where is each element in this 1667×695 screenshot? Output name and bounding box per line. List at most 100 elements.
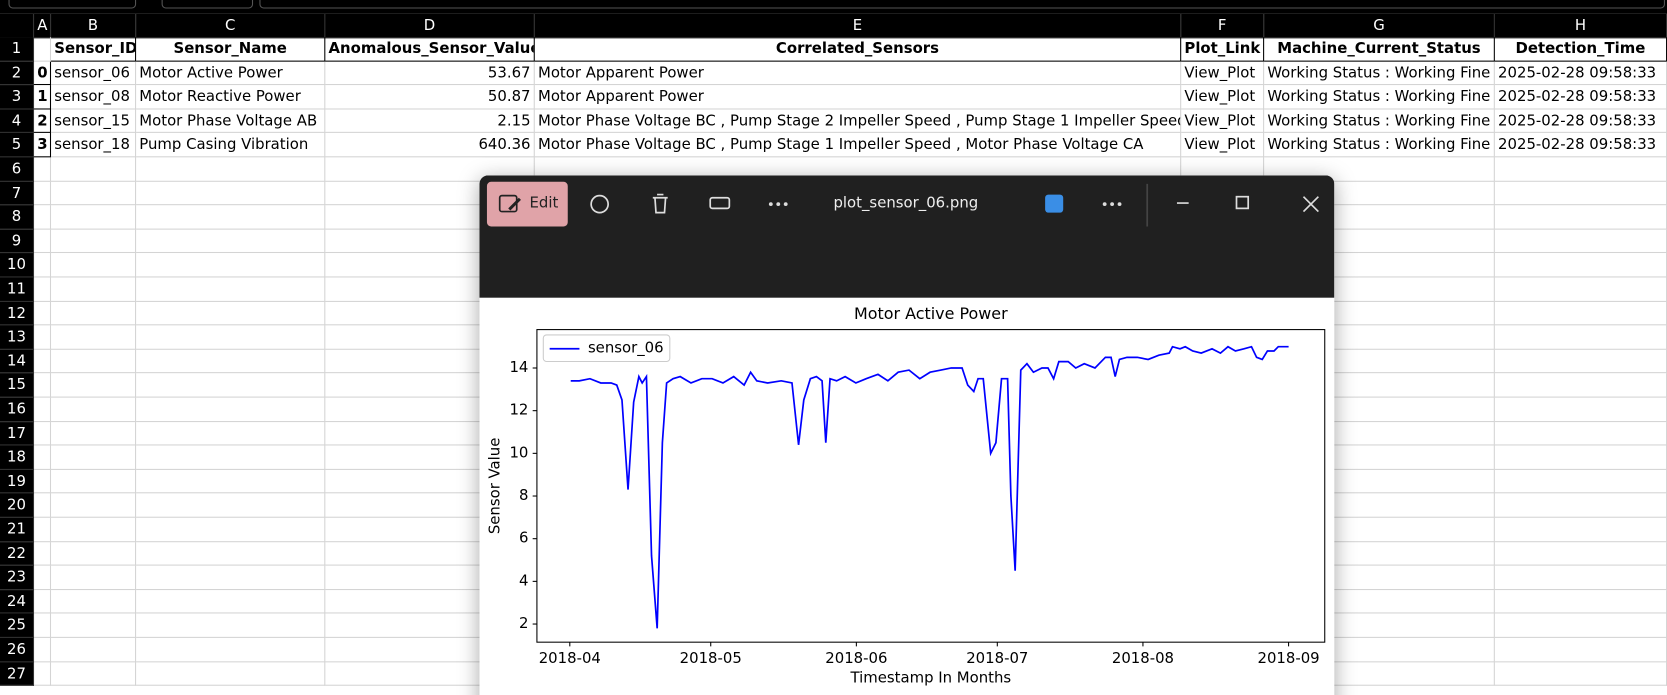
cell — [1264, 373, 1495, 398]
cell — [1494, 181, 1667, 206]
cell — [1264, 229, 1495, 254]
function-box[interactable] — [161, 0, 254, 9]
row-number: 9 — [0, 229, 35, 254]
cell — [1264, 469, 1495, 494]
row-number: 7 — [0, 181, 35, 206]
header-cell: Sensor_Name — [136, 37, 326, 62]
cell — [51, 493, 137, 518]
cell — [1494, 493, 1667, 518]
cell — [51, 565, 137, 590]
toolbar-icons — [590, 183, 1319, 227]
print-icon[interactable] — [709, 196, 731, 210]
edit-button[interactable]: Edit — [486, 181, 568, 227]
cell — [51, 421, 137, 446]
formula-bar[interactable] — [259, 0, 1665, 9]
cell: View_Plot — [1181, 61, 1265, 86]
cell — [136, 469, 326, 494]
row-number: 23 — [0, 565, 35, 590]
cell: 3 — [34, 133, 52, 158]
cell — [34, 397, 52, 422]
cell — [51, 445, 137, 470]
cell — [136, 661, 326, 686]
cell — [51, 325, 137, 350]
name-box[interactable] — [8, 0, 137, 9]
rotate-icon[interactable] — [590, 194, 610, 214]
cell — [1494, 397, 1667, 422]
cell — [1264, 565, 1495, 590]
cell: 2025-02-28 09:58:33 — [1494, 109, 1667, 134]
cell — [34, 349, 52, 374]
cell — [1494, 541, 1667, 566]
cell — [34, 541, 52, 566]
cell — [34, 493, 52, 518]
cell — [136, 397, 326, 422]
cell — [51, 229, 137, 254]
row-number: 8 — [0, 205, 35, 230]
row-number: 16 — [0, 397, 35, 422]
cell — [136, 517, 326, 542]
row-number: 6 — [0, 157, 35, 182]
column-letter: F — [1181, 13, 1265, 38]
cell — [34, 157, 52, 182]
cell: Working Status : Working Fine — [1264, 109, 1495, 134]
cell — [1264, 181, 1495, 206]
edit-label: Edit — [529, 194, 559, 212]
row-number: 27 — [0, 661, 35, 686]
cell — [1494, 661, 1667, 686]
cell: Motor Reactive Power — [136, 85, 326, 110]
cell — [34, 229, 52, 254]
delete-icon[interactable] — [652, 193, 668, 214]
cell — [1264, 301, 1495, 326]
cell — [34, 445, 52, 470]
cell: View_Plot — [1181, 109, 1265, 134]
cell: sensor_18 — [51, 133, 137, 158]
cell — [136, 349, 326, 374]
cell — [34, 469, 52, 494]
cell: 2025-02-28 09:58:33 — [1494, 85, 1667, 110]
cell — [51, 541, 137, 566]
column-letter: H — [1494, 13, 1667, 38]
designer-icon[interactable] — [1045, 194, 1064, 213]
row-number: 20 — [0, 493, 35, 518]
row-number: 22 — [0, 541, 35, 566]
row-number: 21 — [0, 517, 35, 542]
header-cell — [34, 37, 52, 62]
cell: sensor_06 — [51, 61, 137, 86]
cell — [1264, 517, 1495, 542]
cell — [51, 613, 137, 638]
cell — [51, 373, 137, 398]
column-letter: C — [136, 13, 326, 38]
cell — [34, 565, 52, 590]
row-number: 1 — [0, 37, 35, 62]
cell: sensor_08 — [51, 85, 137, 110]
cell — [136, 205, 326, 230]
cell — [136, 493, 326, 518]
cell — [51, 469, 137, 494]
cell — [1264, 637, 1495, 662]
cell — [1494, 157, 1667, 182]
cell — [51, 253, 137, 278]
cell — [1494, 421, 1667, 446]
cell — [1494, 637, 1667, 662]
cell: Motor Phase Voltage BC , Pump Stage 2 Im… — [534, 109, 1182, 134]
corner — [0, 13, 35, 38]
cell: 50.87 — [325, 85, 535, 110]
cell: sensor_15 — [51, 109, 137, 134]
row-number: 5 — [0, 133, 35, 158]
cell — [34, 205, 52, 230]
header-cell: Correlated_Sensors — [534, 37, 1182, 62]
cell: Motor Apparent Power — [534, 61, 1182, 86]
file-name: plot_sensor_06.png — [833, 194, 979, 212]
column-letter: G — [1264, 13, 1495, 38]
edit-icon — [498, 194, 521, 213]
row-number: 19 — [0, 469, 35, 494]
cell — [34, 181, 52, 206]
cell: Working Status : Working Fine — [1264, 85, 1495, 110]
maximize-icon[interactable] — [1235, 195, 1250, 210]
cell — [1494, 373, 1667, 398]
header-cell: Machine_Current_Status — [1264, 37, 1495, 62]
close-icon[interactable] — [1302, 196, 1319, 213]
cell: Motor Active Power — [136, 61, 326, 86]
cell — [136, 277, 326, 302]
